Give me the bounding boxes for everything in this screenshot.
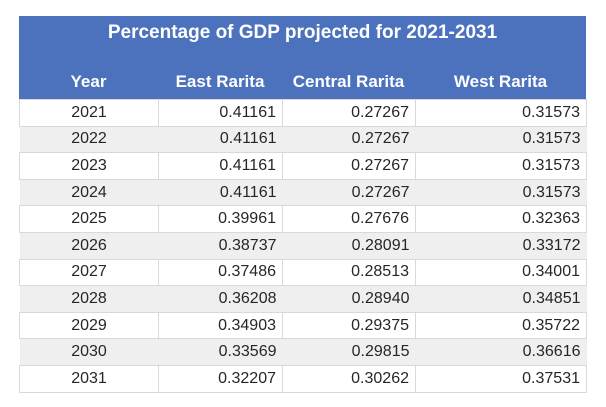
value-cell: 0.31573 xyxy=(415,99,587,127)
column-header-row: Year East Rarita Central Rarita West Rar… xyxy=(19,72,586,92)
value-cell: 0.29815 xyxy=(282,338,416,366)
value-cell: 0.32207 xyxy=(158,364,283,393)
value-cell: 0.27267 xyxy=(282,126,416,153)
value-cell: 0.35722 xyxy=(415,311,587,340)
value-cell: 0.32363 xyxy=(415,205,587,233)
table-row: 2023 0.41161 0.27267 0.31573 xyxy=(19,152,587,180)
value-cell: 0.39961 xyxy=(158,205,283,233)
table-title: Percentage of GDP projected for 2021-203… xyxy=(107,22,498,43)
value-cell: 0.37531 xyxy=(415,364,587,393)
value-cell: 0.29375 xyxy=(282,311,416,340)
value-cell: 0.27267 xyxy=(282,99,416,127)
column-header-east-rarita: East Rarita xyxy=(175,72,265,91)
year-cell: 2029 xyxy=(19,311,159,340)
value-cell: 0.36616 xyxy=(415,338,587,366)
year-cell: 2027 xyxy=(19,258,159,287)
value-cell: 0.30262 xyxy=(282,364,416,393)
year-cell: 2024 xyxy=(19,179,159,206)
value-cell: 0.31573 xyxy=(415,152,587,180)
value-cell: 0.28091 xyxy=(282,232,416,260)
year-cell: 2022 xyxy=(19,126,159,153)
year-cell: 2028 xyxy=(19,285,159,313)
value-cell: 0.33569 xyxy=(158,338,283,366)
value-cell: 0.27267 xyxy=(282,179,416,206)
value-cell: 0.33172 xyxy=(415,232,587,260)
table-row: 2030 0.33569 0.29815 0.36616 xyxy=(19,338,587,366)
column-header-central-rarita: Central Rarita xyxy=(292,72,405,91)
value-cell: 0.41161 xyxy=(158,126,283,153)
value-cell: 0.34851 xyxy=(415,285,587,313)
table-header: Percentage of GDP projected for 2021-203… xyxy=(19,16,586,99)
table-row: 2024 0.41161 0.27267 0.31573 xyxy=(19,179,587,206)
table-row: 2021 0.41161 0.27267 0.31573 xyxy=(19,99,587,127)
value-cell: 0.28513 xyxy=(282,258,416,287)
year-cell: 2023 xyxy=(19,152,159,180)
table-row: 2025 0.39961 0.27676 0.32363 xyxy=(19,205,587,233)
table-row: 2031 0.32207 0.30262 0.37531 xyxy=(19,364,587,393)
table-body: 2021 0.41161 0.27267 0.31573 2022 0.41161 0.27… xyxy=(19,99,587,393)
year-cell: 2026 xyxy=(19,232,159,260)
value-cell: 0.31573 xyxy=(415,126,587,153)
value-cell: 0.41161 xyxy=(158,179,283,206)
column-header-year: Year xyxy=(70,72,107,91)
value-cell: 0.28940 xyxy=(282,285,416,313)
value-cell: 0.38737 xyxy=(158,232,283,260)
table-row: 2022 0.41161 0.27267 0.31573 xyxy=(19,126,587,153)
value-cell: 0.37486 xyxy=(158,258,283,287)
year-cell: 2025 xyxy=(19,205,159,233)
value-cell: 0.41161 xyxy=(158,99,283,127)
value-cell: 0.36208 xyxy=(158,285,283,313)
value-cell: 0.31573 xyxy=(415,179,587,206)
gdp-projection-table: Percentage of GDP projected for 2021-203… xyxy=(19,16,587,393)
column-header-west-rarita: West Rarita xyxy=(453,72,548,91)
value-cell: 0.41161 xyxy=(158,152,283,180)
table-row: 2029 0.34903 0.29375 0.35722 xyxy=(19,311,587,340)
value-cell: 0.34001 xyxy=(415,258,587,287)
table-row: 2027 0.37486 0.28513 0.34001 xyxy=(19,258,587,287)
table-row: 2028 0.36208 0.28940 0.34851 xyxy=(19,285,587,313)
value-cell: 0.34903 xyxy=(158,311,283,340)
data-table: 2021 0.41161 0.27267 0.31573 2022 0.41161 0.27… xyxy=(19,99,587,393)
value-cell: 0.27267 xyxy=(282,152,416,180)
value-cell: 0.27676 xyxy=(282,205,416,233)
year-cell: 2021 xyxy=(19,99,159,127)
year-cell: 2030 xyxy=(19,338,159,366)
table-row: 2026 0.38737 0.28091 0.33172 xyxy=(19,232,587,260)
year-cell: 2031 xyxy=(19,364,159,393)
